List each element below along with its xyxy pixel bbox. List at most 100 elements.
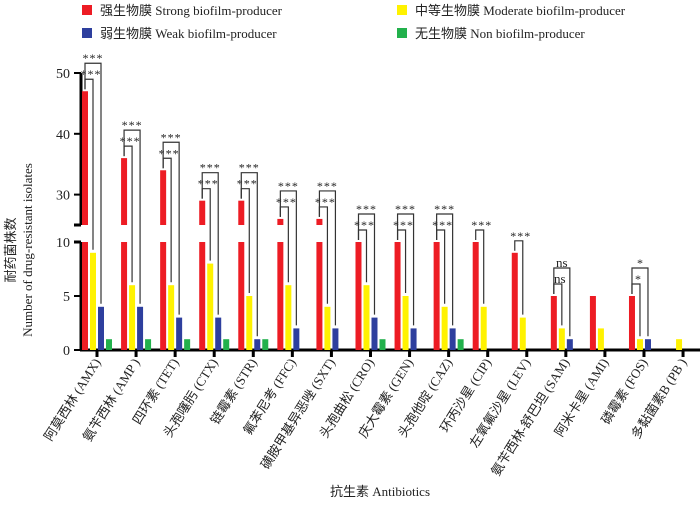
bar xyxy=(176,317,183,350)
significance-label: *** xyxy=(198,177,219,191)
significance-label: *** xyxy=(120,134,141,148)
bar xyxy=(246,296,253,350)
significance-label: * xyxy=(635,272,641,286)
legend-label: 中等生物膜 Moderate biofilm-producer xyxy=(415,3,626,18)
bar xyxy=(371,317,378,350)
significance-bracket xyxy=(514,240,524,315)
significance-label: *** xyxy=(81,67,102,81)
significance-bracket xyxy=(553,267,571,337)
significance-label: *** xyxy=(356,202,377,216)
bar-upper-segment xyxy=(121,158,128,225)
bar xyxy=(449,328,456,350)
significance-bracket xyxy=(475,229,485,304)
bar xyxy=(480,306,487,350)
significance-annotations: ****************************************… xyxy=(81,51,649,337)
y-tick-label: 10 xyxy=(56,236,70,251)
significance-label: ns xyxy=(556,255,568,270)
bar xyxy=(121,242,128,350)
bar xyxy=(238,242,245,350)
significance-bracket xyxy=(357,213,376,315)
legend-swatch xyxy=(82,5,92,15)
bar xyxy=(199,242,206,350)
significance-bracket xyxy=(279,190,297,326)
significance-label: *** xyxy=(122,118,143,132)
bar xyxy=(293,328,300,350)
significance-label: *** xyxy=(317,179,338,193)
significance-bracket xyxy=(436,213,454,326)
bar xyxy=(628,296,635,350)
bar xyxy=(129,285,136,350)
legend-swatch xyxy=(397,5,407,15)
bar xyxy=(324,306,331,350)
bar xyxy=(184,339,191,350)
significance-bracket xyxy=(201,172,219,315)
significance-bracket xyxy=(123,129,141,304)
y-axis-label-cn: 耐药菌株数 xyxy=(3,217,18,282)
significance-bracket xyxy=(396,213,415,326)
bar xyxy=(394,242,401,350)
bar xyxy=(277,242,284,350)
bar xyxy=(676,339,683,350)
bar xyxy=(262,339,269,350)
significance-label: *** xyxy=(200,161,221,175)
significance-label: *** xyxy=(278,179,299,193)
bar-upper-segment xyxy=(82,91,88,226)
bar xyxy=(160,242,167,350)
x-axis-label: 抗生素 Antibiotics xyxy=(330,484,430,499)
bar-upper-segment xyxy=(316,218,323,225)
significance-label: *** xyxy=(83,51,104,65)
significance-bracket xyxy=(318,190,337,326)
significance-label: *** xyxy=(276,195,297,209)
bar xyxy=(145,339,152,350)
significance-label: * xyxy=(637,256,643,270)
significance-label: *** xyxy=(354,218,375,232)
bar xyxy=(441,306,448,350)
bar xyxy=(355,242,362,350)
axes: 0 5 10 30 40 50 xyxy=(56,67,700,359)
significance-label: *** xyxy=(239,161,260,175)
y-tick-label: 40 xyxy=(56,128,70,143)
y-tick-label: 50 xyxy=(56,67,70,82)
legend-label: 强生物膜 Strong biofilm-producer xyxy=(100,3,283,18)
bar xyxy=(511,252,518,350)
bar xyxy=(332,328,339,350)
legend-swatch xyxy=(397,28,407,38)
significance-label: *** xyxy=(237,177,258,191)
bar xyxy=(254,339,261,350)
bar xyxy=(519,317,526,350)
significance-label: *** xyxy=(315,195,336,209)
bar xyxy=(636,339,643,350)
bar xyxy=(90,252,96,350)
bar xyxy=(457,339,464,350)
significance-bracket xyxy=(631,267,649,337)
bar xyxy=(363,285,370,350)
bar xyxy=(223,339,230,350)
legend-swatch xyxy=(82,28,92,38)
bar xyxy=(472,242,479,350)
significance-label: *** xyxy=(432,218,453,232)
bar xyxy=(316,242,323,350)
y-tick-label: 0 xyxy=(63,344,70,359)
bar-upper-segment xyxy=(160,170,167,225)
legend: 强生物膜 Strong biofilm-producer 中等生物膜 Modera… xyxy=(82,3,626,41)
significance-label: *** xyxy=(159,146,180,160)
bar-upper-segment xyxy=(238,200,245,225)
bar xyxy=(379,339,386,350)
bar xyxy=(410,328,417,350)
significance-label: *** xyxy=(510,229,531,243)
legend-label: 弱生物膜 Weak biofilm-producer xyxy=(100,26,277,41)
bar xyxy=(207,263,214,350)
bar xyxy=(597,328,604,350)
significance-bracket xyxy=(162,141,180,315)
bars xyxy=(82,91,683,350)
bar xyxy=(402,296,409,350)
significance-label: *** xyxy=(393,218,414,232)
bar xyxy=(550,296,557,350)
x-tick-labels: 阿莫西林 (AMX)氨苄西林 (AMP )四环素 (TET)头孢噻肟 (CTX)… xyxy=(41,356,690,479)
bar xyxy=(82,242,88,350)
bar-upper-segment xyxy=(277,218,284,225)
y-tick-label: 5 xyxy=(63,290,70,305)
bar xyxy=(106,339,112,350)
bar xyxy=(137,306,144,350)
